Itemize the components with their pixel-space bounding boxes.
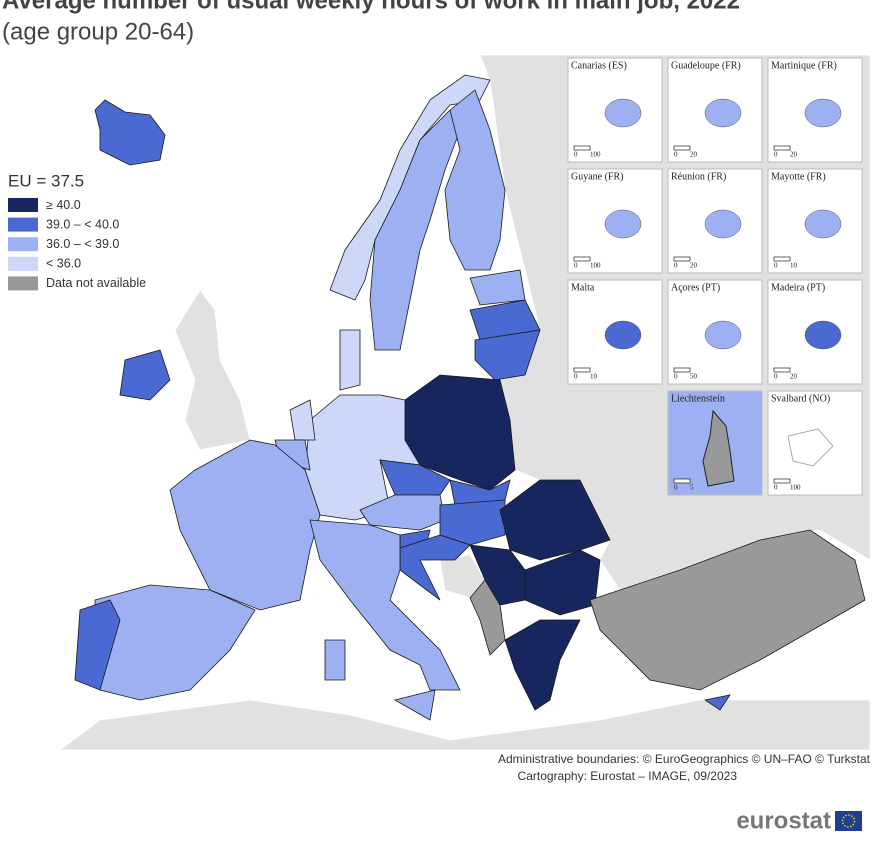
legend-label: Data not available	[46, 276, 146, 290]
inset-region	[604, 98, 642, 128]
countries	[74, 74, 866, 721]
scale-bar	[573, 256, 591, 262]
inset-label: Svalbard (NO)	[771, 393, 830, 404]
inset-label: Açores (PT)	[671, 282, 720, 293]
logo-text: eurostat	[736, 807, 831, 834]
scale-label: 0	[774, 262, 778, 270]
scale-label: 5	[690, 484, 694, 492]
inset-label: Liechtenstein	[671, 393, 725, 404]
inset-region	[804, 98, 842, 128]
scale-label: 0	[774, 484, 778, 492]
scale-label: 0	[674, 262, 678, 270]
inset-region	[704, 98, 742, 128]
scale-bar	[573, 145, 591, 151]
scale-bar	[573, 367, 591, 373]
subtitle: (age group 20-64)	[2, 18, 194, 45]
scale-label: 0	[774, 373, 778, 381]
scale-bar	[773, 256, 791, 262]
scale-bar	[673, 145, 691, 151]
inset-label: Guadeloupe (FR)	[671, 60, 741, 71]
scale-label: 100	[590, 262, 601, 270]
inset-label: Canarias (ES)	[571, 60, 627, 71]
legend-label: < 36.0	[46, 257, 81, 271]
scale-bar	[773, 478, 791, 484]
scale-label: 0	[574, 151, 578, 159]
inset-label: Martinique (FR)	[771, 60, 837, 71]
scale-label: 20	[790, 151, 798, 159]
inset-region	[787, 428, 834, 467]
legend-label: 39.0 – < 40.0	[46, 217, 119, 231]
inset-region	[604, 209, 642, 239]
scale-label: 20	[790, 373, 798, 381]
inset-label: Réunion (FR)	[671, 171, 726, 182]
scale-label: 0	[774, 151, 778, 159]
logo-stars	[841, 814, 856, 828]
credits: Administrative boundaries: © EuroGeograp…	[498, 752, 871, 783]
title: Average number of usual weekly hours of …	[2, 0, 740, 14]
inset-label: Guyane (FR)	[571, 171, 624, 182]
scale-bar	[773, 367, 791, 373]
inset-region	[604, 320, 642, 350]
legend-swatch	[8, 276, 38, 291]
legend: EU = 37.5 ≥ 40.0 39.0 – < 40.0 36.0 – < 39…	[8, 171, 146, 291]
scale-label: 0	[574, 262, 578, 270]
inset-region	[804, 209, 842, 239]
scale-label: 0	[574, 373, 578, 381]
inset-label: Malta	[571, 282, 595, 293]
legend-swatch	[8, 237, 38, 252]
legend-swatch	[8, 217, 38, 232]
scale-label: 100	[590, 151, 601, 159]
scale-label: 20	[690, 262, 698, 270]
credit: Cartography: Eurostat – IMAGE, 09/2023	[518, 769, 738, 783]
legend-swatch	[8, 198, 38, 212]
logo-flag	[835, 811, 862, 831]
scale-label: 10	[590, 373, 598, 381]
scale-bar	[773, 145, 791, 151]
inset-region	[704, 209, 742, 239]
scale-label: 100	[790, 484, 801, 492]
scale-label: 50	[690, 373, 698, 381]
scale-label: 20	[690, 151, 698, 159]
inset-region	[702, 409, 735, 487]
inset-region	[704, 320, 742, 350]
inset-region	[804, 320, 842, 350]
scale-bar	[673, 367, 691, 373]
scale-label: 0	[674, 484, 678, 492]
scale-label: 10	[790, 262, 798, 270]
inset-label: Mayotte (FR)	[771, 171, 826, 182]
scale-bar	[673, 256, 691, 262]
legend-label: 36.0 – < 39.0	[46, 237, 119, 251]
legend-title: EU = 37.5	[8, 171, 84, 190]
scale-bar	[673, 478, 691, 484]
credit: Administrative boundaries: © EuroGeograp…	[498, 752, 871, 766]
scale-label: 0	[674, 151, 678, 159]
legend-swatch	[8, 256, 38, 271]
legend-label: ≥ 40.0	[46, 198, 81, 212]
inset-label: Madeira (PT)	[771, 282, 825, 293]
scale-label: 0	[674, 373, 678, 381]
